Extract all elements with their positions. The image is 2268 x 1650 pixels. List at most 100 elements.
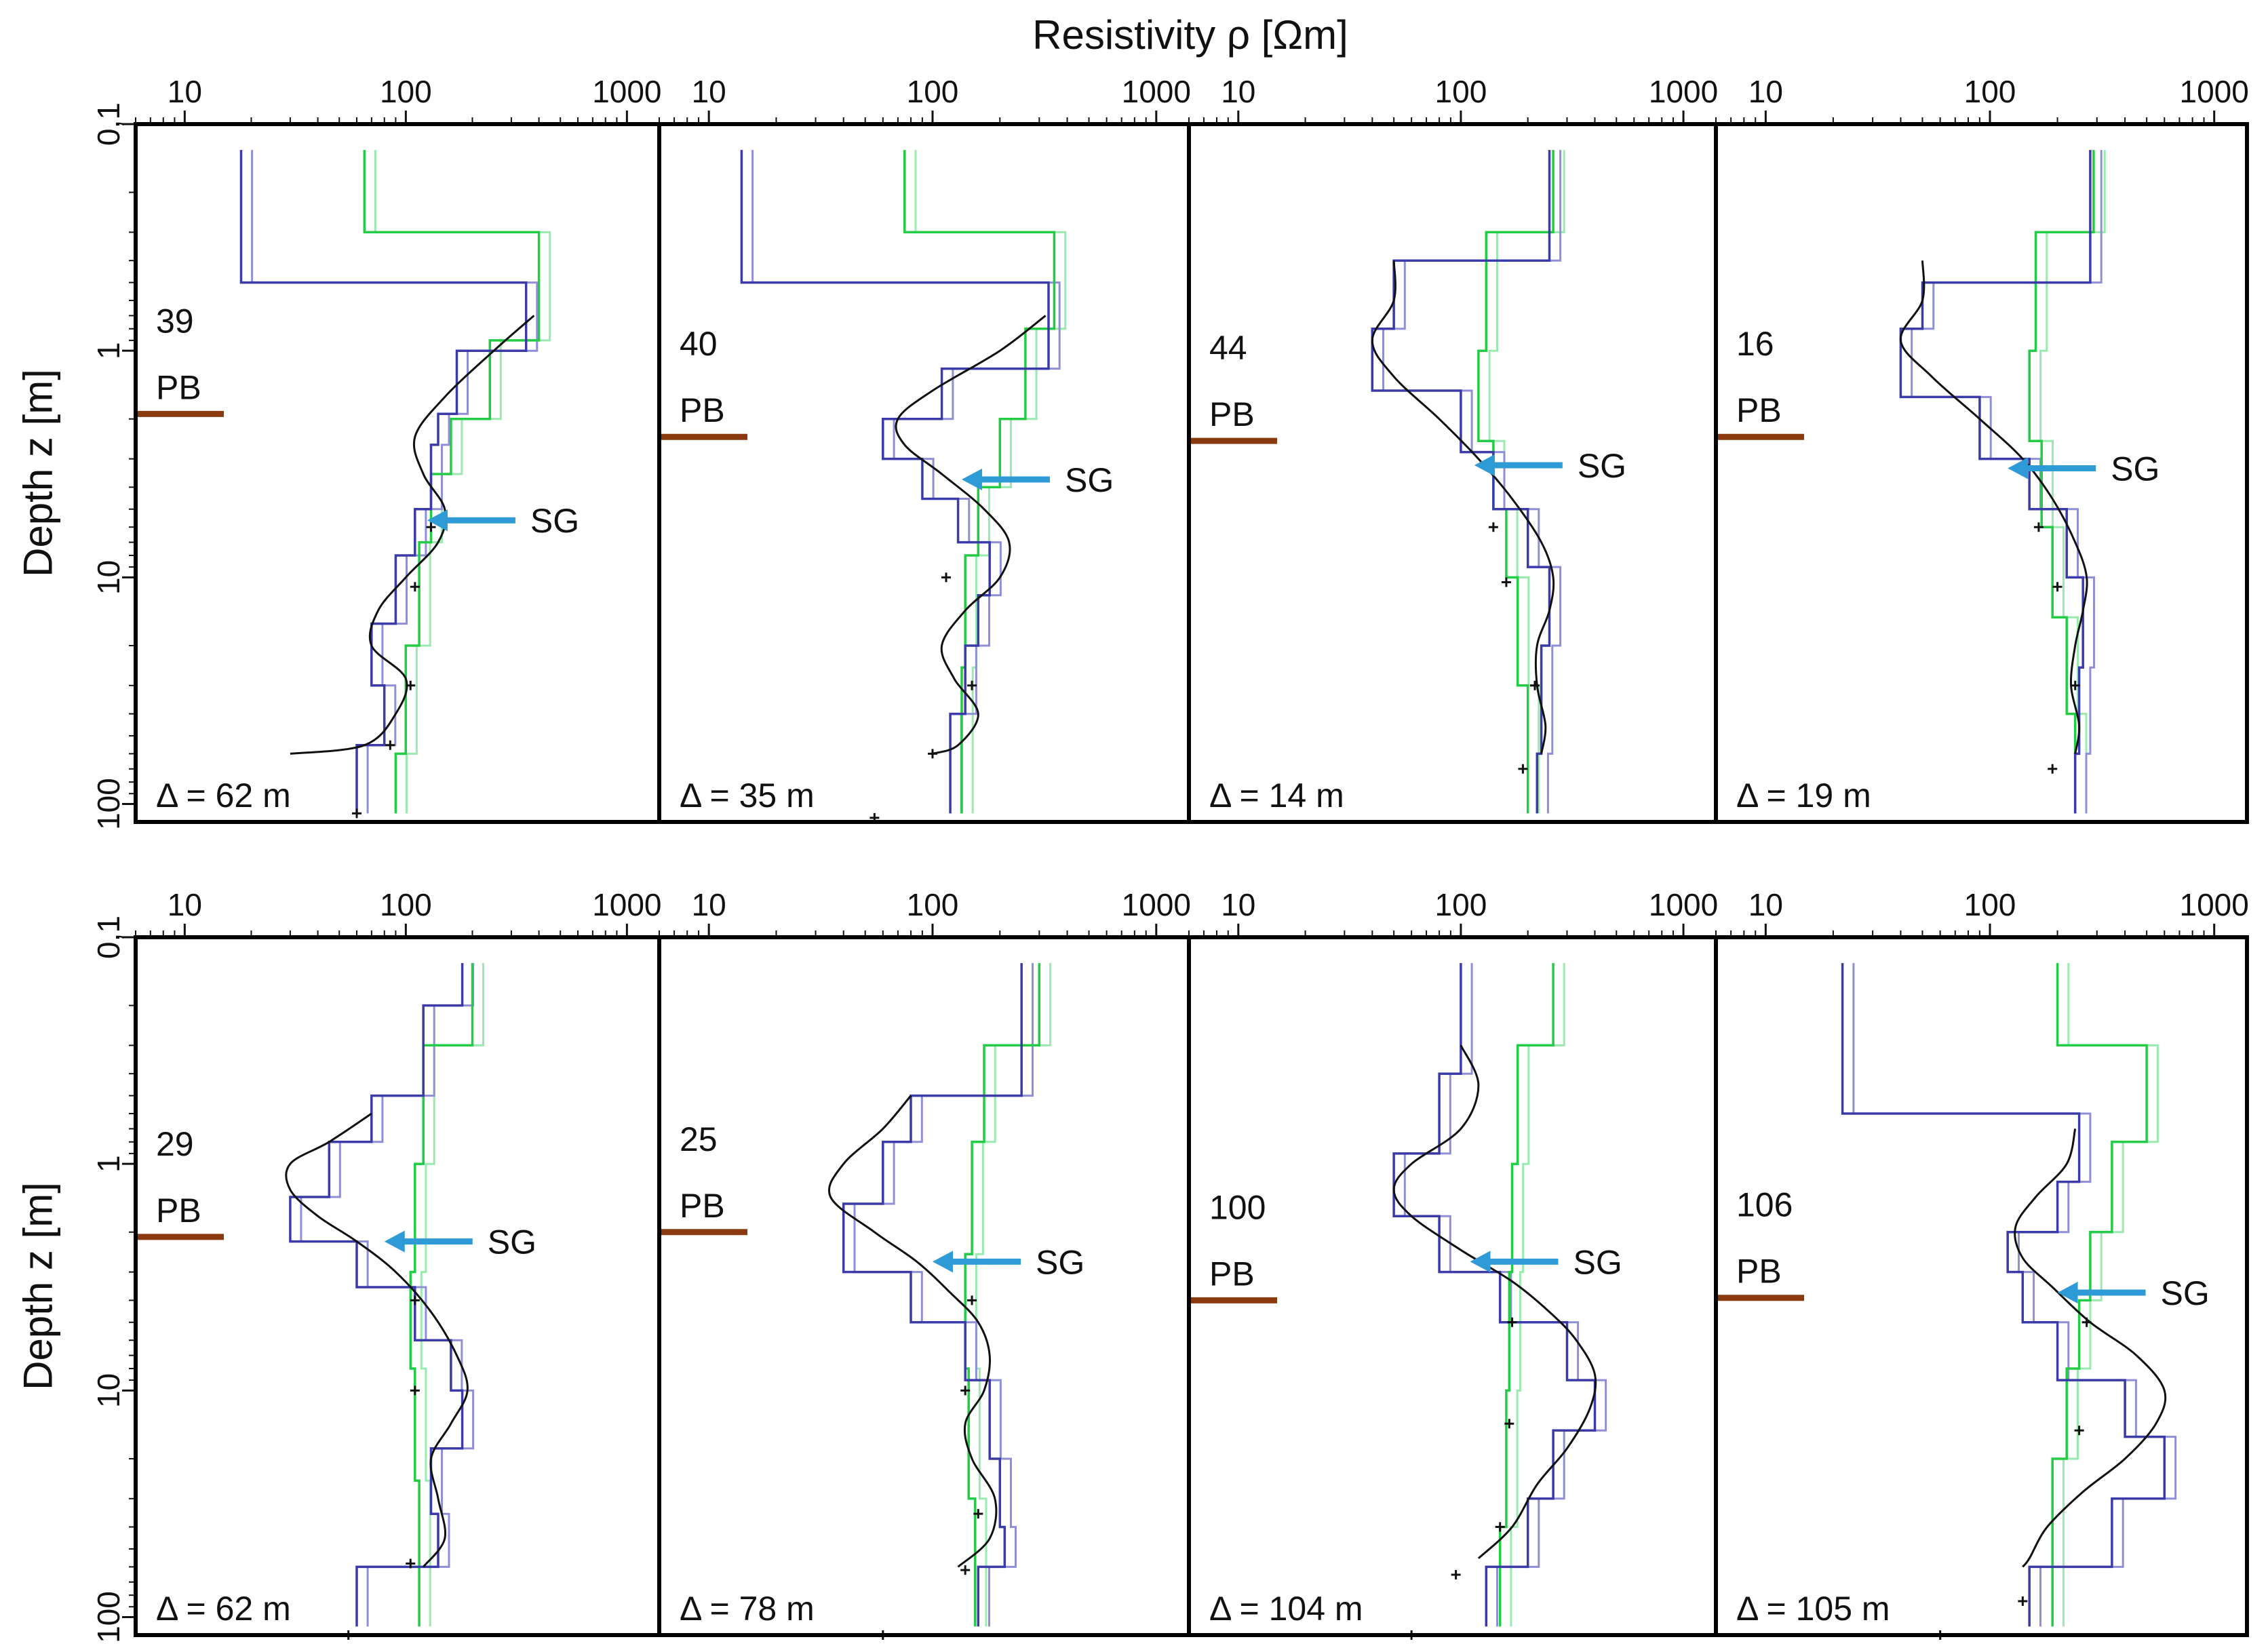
x-tick-label: 100: [380, 74, 432, 109]
panel-frame: [657, 935, 1191, 1637]
panel-frame: [1187, 122, 1718, 824]
panel-44: 10 100 1000 PB 44 SG Δ = 14 m: [1187, 74, 1718, 824]
x-tick-label: 10: [168, 74, 202, 109]
data-marker: [2074, 1426, 2084, 1436]
blue-step-model: [1371, 150, 1551, 814]
sounding-id: 100: [1209, 1188, 1266, 1226]
x-tick-label: 1000: [1122, 74, 1191, 109]
x-tick-label: 10: [1221, 887, 1255, 922]
panel-frame: [134, 122, 661, 824]
sounding-id: 25: [680, 1120, 718, 1158]
sg-label: SG: [488, 1223, 536, 1261]
data-marker: [1507, 1317, 1517, 1327]
x-axis-title: Resistivity ρ [Ωm]: [1032, 12, 1348, 58]
sg-arrow-head: [384, 1230, 405, 1253]
data-marker: [973, 1509, 983, 1519]
x-tick-label: 1000: [2180, 887, 2249, 922]
sg-label: SG: [1036, 1243, 1084, 1281]
green-step-model: [363, 150, 541, 814]
blue-step-model: [239, 150, 528, 814]
panel-16: 10 100 1000 PB 16 SG Δ = 19 m: [1714, 74, 2249, 824]
smooth-model-curve: [285, 1112, 469, 1568]
sg-arrow-head: [427, 509, 448, 532]
green-step-model: [1498, 963, 1555, 1627]
sg-label: SG: [1578, 447, 1626, 485]
pb-label: PB: [680, 1187, 725, 1225]
smooth-model-curve: [828, 1095, 998, 1568]
data-marker: [385, 740, 395, 750]
x-tick-label: 100: [1435, 887, 1487, 922]
x-tick-label: 100: [907, 74, 959, 109]
y-axis-title: Depth z [m]: [16, 1182, 61, 1390]
blue-step-model: [289, 963, 464, 1627]
smooth-model-curve: [290, 315, 535, 755]
blue-model-bound: [853, 963, 1034, 1627]
data-marker: [2070, 680, 2080, 690]
pb-label: PB: [680, 391, 725, 429]
pb-label: PB: [1736, 1253, 1782, 1291]
sounding-id: 40: [680, 325, 718, 363]
y-tick-label: 10: [91, 560, 126, 595]
delta-label: Δ = 35 m: [680, 777, 815, 814]
blue-model-bound: [1382, 150, 1562, 814]
data-marker: [406, 680, 416, 690]
delta-label: Δ = 19 m: [1736, 777, 1871, 814]
smooth-model-curve: [895, 315, 1047, 755]
panel-plot-area: [828, 963, 1052, 1627]
smooth-model-curve: [1899, 260, 2088, 754]
x-tick-label: 1000: [2180, 74, 2249, 109]
green-step-model: [409, 963, 474, 1627]
x-tick-label: 1000: [592, 74, 661, 109]
delta-label: Δ = 104 m: [1209, 1590, 1363, 1628]
sg-label: SG: [1065, 461, 1114, 499]
green-step-model: [964, 963, 1041, 1627]
y-tick-label: 0,1: [91, 916, 126, 959]
panel-plot-area: [239, 150, 551, 814]
x-tick-label: 10: [692, 887, 726, 922]
data-marker: [1488, 522, 1498, 532]
delta-label: Δ = 105 m: [1736, 1590, 1890, 1628]
panel-106: 10 100 1000 PB 106 SG Δ = 105 m: [1714, 887, 2249, 1640]
x-tick-label: 100: [907, 887, 959, 922]
pb-label: PB: [1736, 391, 1782, 429]
sg-label: SG: [1573, 1243, 1622, 1281]
sounding-id: 29: [156, 1125, 194, 1163]
sg-label: SG: [530, 502, 579, 540]
blue-step-model: [1899, 150, 2092, 814]
panel-25: 10 100 1000 PB 25 SG Δ = 78 m: [657, 887, 1191, 1640]
sounding-id: 44: [1209, 329, 1247, 367]
panel-plot-area: [1392, 963, 1607, 1627]
blue-step-model: [842, 963, 1023, 1627]
data-marker: [2033, 522, 2044, 532]
data-marker: [426, 522, 436, 532]
data-marker: [410, 1295, 420, 1305]
smooth-model-curve: [1392, 1044, 1597, 1559]
green-model-bound: [374, 150, 551, 814]
pb-label: PB: [156, 1192, 201, 1230]
panel-100: 10 100 1000 PB 100 SG Δ = 104 m: [1187, 887, 1718, 1640]
blue-model-bound: [300, 963, 475, 1627]
pb-label: PB: [1209, 395, 1255, 433]
green-model-bound: [420, 963, 484, 1627]
blue-step-model: [1392, 963, 1597, 1627]
panel-39: 10 100 1000 0,1 1 10 100 PB 39 SG Δ = 62 m: [91, 74, 662, 830]
sounding-id: 39: [156, 302, 194, 340]
x-tick-label: 100: [1964, 887, 2016, 922]
panel-frame: [1187, 935, 1718, 1637]
x-tick-label: 1000: [592, 887, 661, 922]
pb-label: PB: [1209, 1255, 1255, 1293]
panel-40: 10 100 1000 PB 40 SG Δ = 35 m: [657, 74, 1191, 824]
blue-step-model: [740, 150, 1050, 814]
x-tick-label: 100: [1435, 74, 1487, 109]
y-tick-label: 100: [91, 778, 126, 830]
green-step-model: [2051, 963, 2148, 1627]
x-tick-label: 1000: [1122, 887, 1191, 922]
panel-plot-area: [1371, 150, 1565, 814]
panel-plot-area: [1899, 150, 2106, 814]
sounding-id: 106: [1736, 1186, 1793, 1224]
x-tick-label: 1000: [1649, 74, 1718, 109]
data-marker: [352, 808, 362, 819]
y-tick-label: 0,1: [91, 102, 126, 146]
